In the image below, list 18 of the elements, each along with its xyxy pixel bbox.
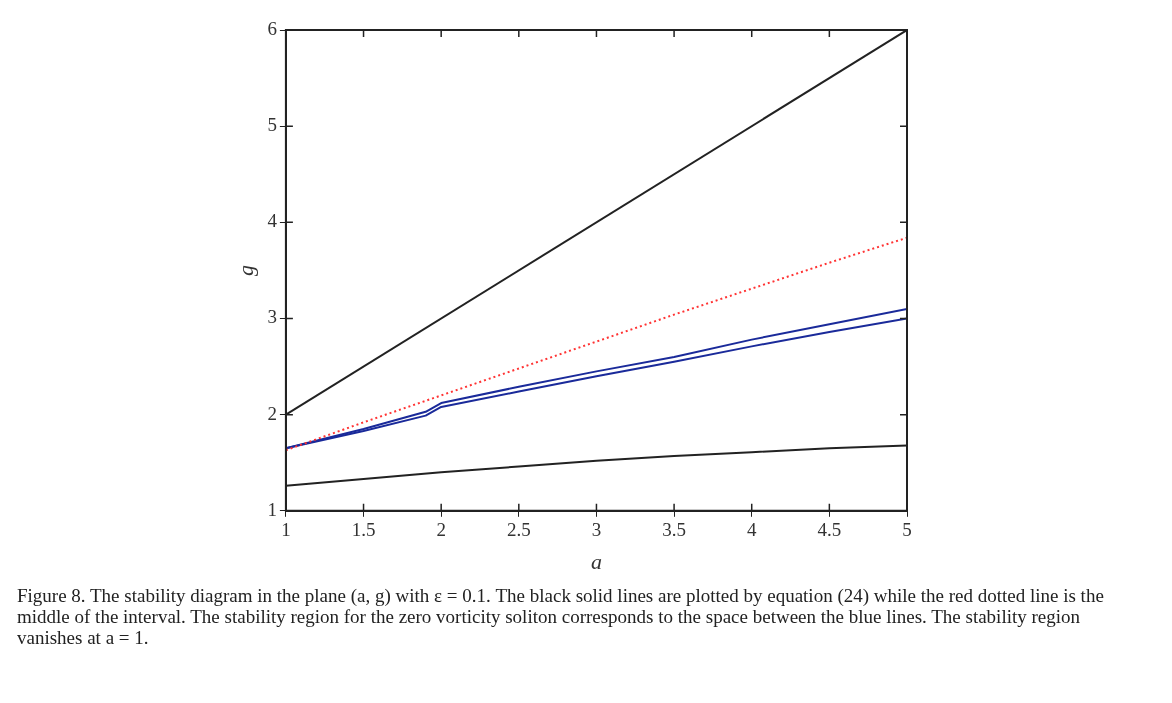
x-tick-label: 2.5 (506, 519, 531, 541)
y-axis-title: g (232, 264, 258, 276)
x-tick-label: 1.5 (351, 519, 376, 541)
y-tick-label: 5 (267, 114, 277, 136)
x-tick-label: 3 (591, 519, 602, 541)
x-tick-label: 4.5 (817, 519, 842, 541)
y-tick-label: 3 (267, 306, 277, 328)
y-tick-label: 4 (267, 210, 278, 232)
x-tick-label: 3.5 (662, 519, 686, 541)
y-tick-label: 6 (267, 17, 277, 39)
y-tick-label: 2 (267, 402, 277, 424)
y-tick-label: 1 (267, 498, 277, 520)
x-axis-title: a (590, 548, 602, 574)
x-tick-label: 5 (902, 519, 912, 541)
x-tick-label: 2 (436, 519, 446, 541)
caption: Figure 8. The stability diagram in the plane (a, g) with ε = 0.1. The black solid lines are plotted by equation (24) while the red dotted line is the middle of the interval. The stability region for the zero vorticity soliton corresponds to the space between the blue lines. The stability region vanishes at a = 1. (17, 585, 1105, 648)
x-tick-label: 1 (281, 519, 291, 541)
x-tick-label: 4 (746, 519, 757, 541)
